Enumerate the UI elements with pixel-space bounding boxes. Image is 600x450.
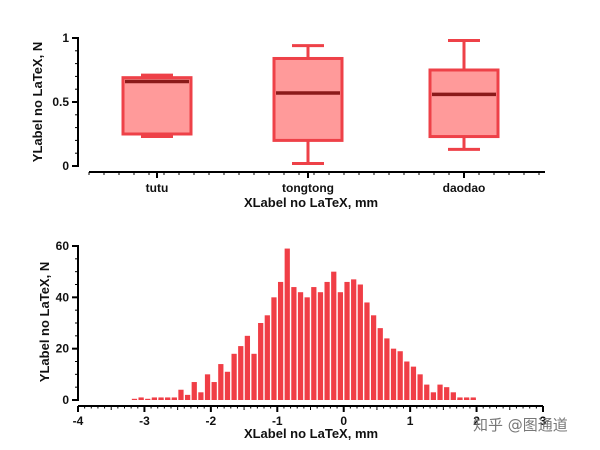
histogram-bar [463,397,470,400]
y-tick-label: 60 [56,239,70,253]
histogram-bar [291,287,297,400]
box-x-axis-label: XLabel no LaTeX, mm [244,195,378,210]
histogram-bar [304,297,310,400]
histogram-bar [331,271,337,400]
histogram-bar [264,315,270,400]
hist-y-ticks: 0 20 40 60 [56,239,78,407]
histogram-bar [165,397,171,400]
hist-y-axis-label: YLabel no LaTeX, N [37,262,52,382]
histogram-bar [191,382,197,400]
histogram-bar [410,366,417,400]
histogram-bar [244,335,251,400]
histogram-bar [390,348,397,400]
box-tongtong [272,44,344,165]
x-tick-label: tutu [146,181,169,195]
x-tick-label: 1 [407,414,414,428]
histogram-bar [357,284,363,400]
histogram-bar [138,397,144,400]
histogram-bar [351,279,357,400]
histogram-bar [311,287,317,400]
histogram-bar [344,281,350,400]
histogram-bar [437,384,443,400]
histogram-bar [324,281,330,400]
x-tick-label: -1 [272,414,283,428]
histogram-bar [457,397,463,400]
x-tick-label: 2 [473,414,480,428]
hist-x-ticks: -4 -3 -2 -1 0 1 2 3 [73,406,547,428]
y-tick-label: 40 [56,290,70,304]
x-tick-label: -3 [139,414,150,428]
x-tick-label: daodao [443,181,486,195]
histogram-bar [317,292,324,400]
x-tick-label: 0 [340,414,347,428]
x-tick-label: -4 [73,414,84,428]
histogram-bar [297,292,304,400]
histogram-bar [284,248,290,400]
histogram-bar [470,397,476,400]
y-tick-label: 0.5 [52,95,69,109]
box-plot: 00.51 tutu tongtong daodao YLabel no LaTeX… [30,31,545,210]
histogram-bar [224,371,231,400]
x-tick-label: 3 [540,414,547,428]
histogram-bar [251,353,257,400]
histogram-bar [417,374,423,400]
box-y-ticks: 00.51 [52,31,78,173]
histogram-bar [158,397,164,400]
histogram-bar [178,389,184,400]
histogram-bar [218,364,224,400]
box-series [121,39,500,165]
histogram-bar [397,351,403,400]
x-tick-label: tongtong [282,181,334,195]
histogram-bar [184,394,191,400]
histogram-bar [171,397,177,400]
histogram-bar [211,382,217,400]
histogram-bar [151,397,158,400]
histogram-bar [404,361,410,400]
histogram-bar [231,353,237,400]
box-x-ticks: tutu tongtong daodao [88,172,540,195]
box-daodao [428,39,500,151]
histogram-bars [131,248,476,400]
histogram-bar [444,387,450,400]
histogram-bar [364,302,370,400]
histogram-bar [424,384,430,400]
histogram-bar [450,392,456,400]
box-body [428,68,500,139]
histogram-bar [258,323,264,400]
watermark-text: 知乎 @图通道 [473,416,568,434]
x-tick-label: -2 [206,414,217,428]
histogram-bar [337,292,344,400]
histogram-bar [377,328,383,400]
histogram-bar [271,297,277,400]
histogram-bar [430,392,437,400]
box-tutu [121,73,193,139]
box-body [272,56,344,142]
histogram-bar [198,392,204,400]
histogram-bar [238,346,244,400]
y-tick-label: 1 [62,31,69,45]
histogram-bar [204,374,211,400]
histogram-bar [384,338,390,400]
hist-x-axis-label: XLabel no LaTeX, mm [244,426,378,441]
histogram-bar [277,281,284,400]
y-tick-label: 20 [56,342,70,356]
y-tick-label: 0 [62,393,69,407]
box-body [121,76,193,136]
y-tick-label: 0 [62,159,69,173]
box-y-axis-label: YLabel no LaTeX, N [30,42,45,162]
histogram-bar [370,315,377,400]
